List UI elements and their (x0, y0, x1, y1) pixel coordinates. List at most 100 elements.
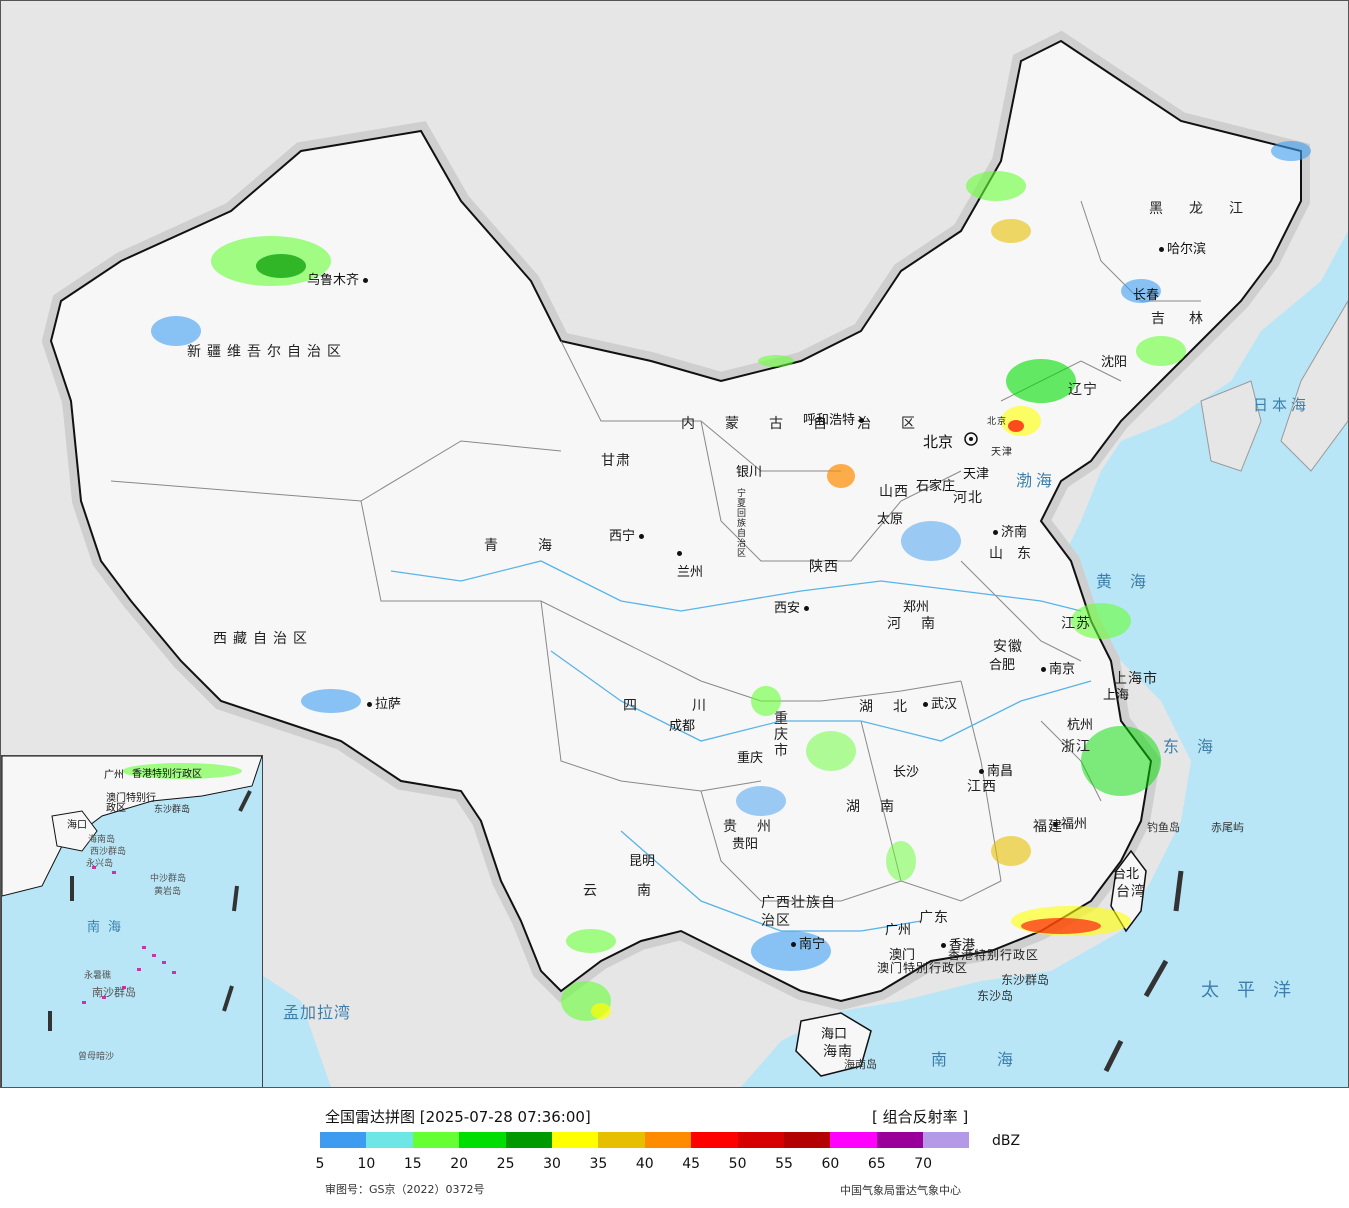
province-guizhou: 贵州 (723, 819, 791, 835)
legend-tick-label: 40 (635, 1156, 654, 1172)
inset-label-hainan-island: 海南岛 (88, 835, 116, 845)
legend-tick-label: 70 (914, 1156, 933, 1172)
legend-tick-label: 20 (450, 1156, 469, 1172)
sea-east: 东海 (1163, 737, 1232, 756)
province-jiangsu: 江苏 (1061, 616, 1091, 632)
legend-swatch-9 (737, 1132, 784, 1148)
radar-map: 新疆维吾尔自治区 西藏自治区 青海 甘肃 内蒙古自治区 黑龙江 吉林 辽宁 河北… (0, 0, 1349, 1088)
inset-label-yongxing: 永兴岛 (86, 859, 114, 869)
sea-pacific: 太平洋 (1201, 980, 1309, 1001)
ocean-area (741, 231, 1348, 1087)
inset-label-xisha: 西沙群岛 (90, 847, 127, 857)
radar-echoes (151, 141, 1311, 1021)
city-shanghai: 上海 (1103, 688, 1130, 703)
island-hainan: 海南岛 (844, 1058, 877, 1071)
city-hangzhou: 杭州 (1067, 718, 1094, 733)
inset-label-zengmu: 曾母暗沙 (78, 1052, 115, 1062)
sea-bay-of-bengal: 孟加拉湾 (283, 1003, 352, 1022)
legend-tick-label: 15 (403, 1156, 422, 1172)
island-dongsha-islands: 东沙群岛 (1001, 973, 1050, 987)
city-fuzhou: 福州 (1053, 813, 1087, 832)
city-shijiazhuang: 石家庄 (916, 479, 956, 494)
city-guiyang: 贵阳 (732, 837, 759, 852)
province-liaoning: 辽宁 (1068, 382, 1098, 398)
legend-tick-label: 35 (589, 1156, 608, 1172)
city-nanjing: 南京 (1041, 658, 1075, 677)
city-tianjin: 天津 (963, 467, 990, 482)
province-jiangxi: 江西 (967, 779, 997, 795)
legend-unit: dBZ (992, 1133, 1021, 1149)
province-tianjin: 天津 (991, 447, 1013, 458)
province-zhejiang: 浙江 (1061, 739, 1091, 755)
city-taiyuan: 太原 (877, 512, 904, 527)
city-hohhot: 呼和浩特 (803, 409, 867, 428)
city-lhasa: 拉萨 (367, 693, 401, 712)
legend-tick-label: 5 (315, 1156, 325, 1172)
province-beijing: 北京 (987, 417, 1008, 427)
city-guangzhou: 广州 (885, 923, 912, 938)
city-harbin: 哈尔滨 (1159, 238, 1206, 257)
legend-swatch-13 (923, 1132, 970, 1148)
inset-label-macau: 澳门特别行政区 (106, 793, 156, 814)
province-gansu: 甘肃 (601, 453, 631, 469)
legend-tick-label: 60 (821, 1156, 840, 1172)
province-henan: 河南 (887, 616, 955, 632)
legend-tick-label: 45 (682, 1156, 701, 1172)
legend-tick-label: 65 (867, 1156, 886, 1172)
inset-label-dongsha: 东沙群岛 (154, 805, 191, 815)
city-hongkong: 香港 (941, 934, 975, 953)
legend-swatch-8 (691, 1132, 738, 1148)
legend-swatch-3 (459, 1132, 506, 1148)
legend-swatch-6 (598, 1132, 645, 1148)
sea-yellow: 黄海 (1096, 572, 1165, 591)
province-hebei: 河北 (953, 490, 983, 506)
inset-label-guangzhou: 广州 (104, 770, 124, 781)
legend-swatch-10 (783, 1132, 831, 1148)
legend-swatch-0 (320, 1132, 367, 1148)
province-xizang: 西藏自治区 (213, 631, 313, 647)
boundary-dashes (1103, 870, 1184, 1073)
legend-swatch-2 (412, 1132, 460, 1148)
legend-swatch-1 (366, 1132, 413, 1148)
city-xian: 西安 (774, 597, 812, 616)
province-chongqing: 重庆市 (774, 711, 789, 759)
city-nanchang: 南昌 (979, 760, 1013, 779)
province-ningxia: 宁夏回族自治区 (737, 489, 748, 559)
city-chengdu: 成都 (669, 719, 696, 734)
city-beijing: 北京 (923, 433, 954, 451)
province-hongkong: 香港特别行政区 (948, 948, 1040, 962)
south-china-sea-inset: 广州 香港特别行政区 澳门特别行政区 东沙群岛 海口 海南岛 西沙群岛 永兴岛 … (1, 755, 263, 1087)
legend-tick-label: 25 (496, 1156, 515, 1172)
island-dongsha: 东沙岛 (977, 989, 1014, 1003)
legend-tick-label: 30 (543, 1156, 561, 1172)
inset-label-hongkong: 香港特别行政区 (132, 769, 202, 780)
province-guangdong: 广东 (919, 910, 949, 926)
legend-color-bar (320, 1132, 970, 1148)
legend-swatch-11 (830, 1132, 877, 1148)
province-xinjiang: 新疆维吾尔自治区 (187, 344, 347, 360)
legend-title: 全国雷达拼图 [2025-07-28 07:36:00] (325, 1108, 591, 1126)
organization: 中国气象局雷达气象中心 (840, 1184, 961, 1197)
city-wuhan: 武汉 (923, 693, 957, 712)
legend-product: [ 组合反射率 ] (872, 1108, 969, 1126)
city-changsha: 长沙 (893, 765, 920, 780)
inset-label-nansha: 南沙群岛 (92, 986, 136, 999)
island-chiwei: 赤尾屿 (1211, 821, 1244, 834)
sea-south-china: 南海 (931, 1050, 1064, 1069)
province-hunan: 湖南 (846, 799, 914, 815)
city-zhengzhou: 郑州 (903, 600, 930, 615)
city-lanzhou: 兰州 (677, 546, 703, 580)
inset-label-huangyan: 黄岩岛 (154, 887, 182, 897)
province-yunnan: 云南 (583, 883, 691, 899)
korea-japan-land (1200, 300, 1348, 472)
inset-label-zhongsha: 中沙群岛 (150, 874, 187, 884)
hainan-island (795, 1012, 872, 1077)
capital-marker (964, 432, 978, 446)
city-urumqi: 乌鲁木齐 (307, 269, 371, 288)
rivers (390, 560, 1092, 932)
province-neimenggu: 内蒙古自治区 (681, 416, 945, 432)
legend-tick-label: 10 (357, 1156, 376, 1172)
city-chongqing: 重庆 (737, 751, 764, 766)
province-qinghai: 青海 (484, 538, 592, 554)
province-anhui: 安徽 (993, 639, 1023, 655)
